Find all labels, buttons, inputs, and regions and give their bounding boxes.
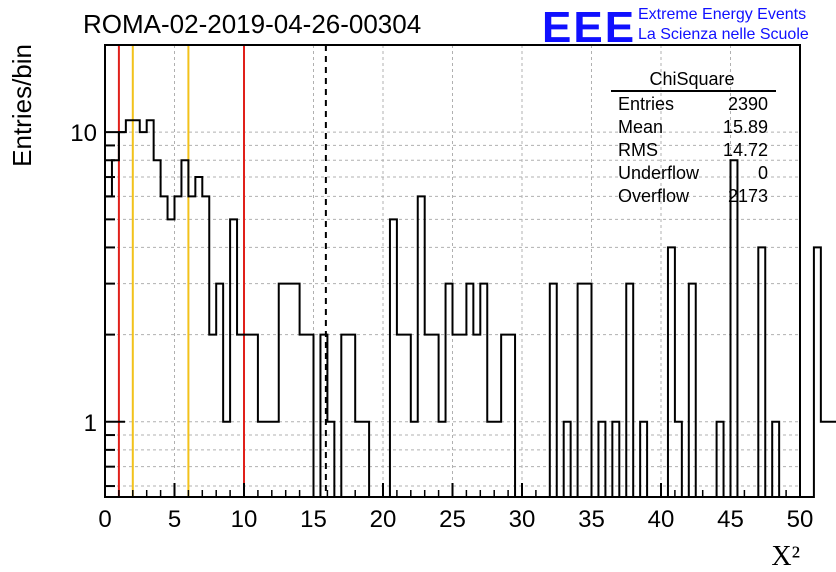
y-axis-ticks: 1 10: [70, 120, 125, 488]
stats-value-entries: 2390: [728, 94, 768, 114]
x-tick-label: 45: [717, 506, 744, 533]
y-tick-label: 10: [70, 120, 97, 147]
stats-box: ChiSquare Entries 2390 Mean 15.89 RMS 14…: [611, 69, 776, 206]
histogram-series: [105, 119, 836, 498]
x-axis-ticks: 0 5 10 15 20 25 30 35 40 45 50: [98, 483, 813, 533]
x-tick-label: 15: [300, 506, 327, 533]
stats-value-mean: 15.89: [723, 117, 768, 137]
x-axis-label: X²: [771, 541, 800, 572]
y-tick-label: 1: [84, 410, 97, 437]
stats-label-entries: Entries: [618, 94, 674, 114]
x-tick-label: 35: [578, 506, 605, 533]
stats-title: ChiSquare: [649, 69, 734, 89]
stats-value-rms: 14.72: [723, 140, 768, 160]
x-tick-label: 50: [787, 506, 814, 533]
x-tick-label: 10: [231, 506, 258, 533]
org-line-1: Extreme Energy Events: [638, 6, 806, 23]
x-tick-label: 25: [439, 506, 466, 533]
x-tick-label: 40: [648, 506, 675, 533]
stats-label-mean: Mean: [618, 117, 663, 137]
stats-value-overflow: 2173: [728, 186, 768, 206]
x-tick-label: 0: [98, 506, 111, 533]
x-tick-label: 20: [370, 506, 397, 533]
marker-lines: [117, 45, 327, 497]
stats-label-overflow: Overflow: [618, 186, 690, 206]
org-line-2: La Scienza nelle Scuole: [638, 26, 809, 43]
eee-logo: EEE: [542, 3, 636, 52]
stats-value-underflow: 0: [758, 163, 768, 183]
stats-label-rms: RMS: [618, 140, 658, 160]
x-tick-label: 30: [509, 506, 536, 533]
y-axis-label: Entries/bin: [7, 44, 37, 167]
x-tick-label: 5: [168, 506, 181, 533]
stats-label-underflow: Underflow: [618, 163, 700, 183]
run-title: ROMA-02-2019-04-26-00304: [83, 9, 421, 39]
